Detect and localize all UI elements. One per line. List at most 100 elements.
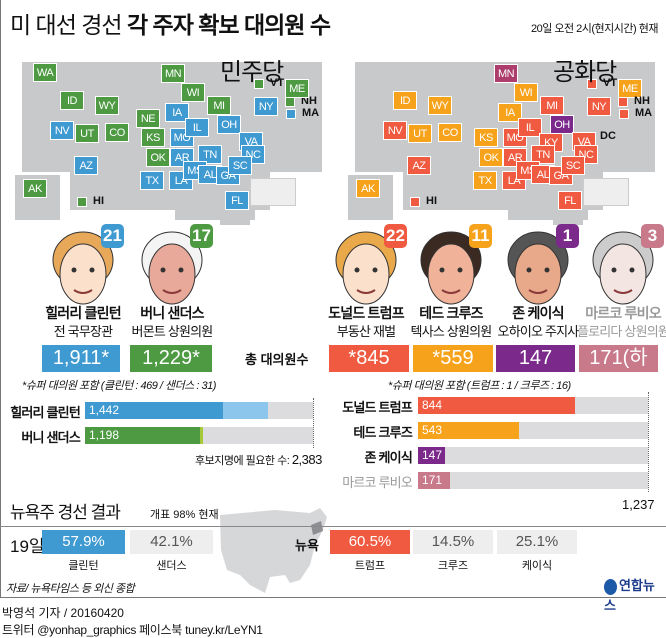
kasich-name: 존 케이식 [512, 305, 564, 321]
sanders-bar-label: 버니 샌더스 [21, 430, 80, 445]
divider [0, 526, 666, 527]
state-ny: NY [587, 97, 611, 116]
state-label: VT [270, 77, 285, 89]
us-map-ny-icon [220, 508, 327, 593]
ny-cruz-pct: 14.5% [413, 530, 493, 554]
democrat-label: 민주당 [220, 59, 284, 86]
clinton-total-delegates: 1,911* [42, 345, 120, 372]
trump-bar: 844 [418, 397, 648, 414]
state-vt [587, 79, 597, 89]
rubio-role: 플로리다 상원의원 [576, 324, 666, 339]
trump-bar-value: 844 [422, 398, 443, 412]
rubio-bar-value: 171 [422, 473, 443, 487]
ny-cruz-label: 크루즈 [437, 560, 469, 572]
state-ak: AK [23, 179, 47, 198]
state-fl: FL [225, 191, 249, 210]
state-nh [618, 97, 628, 107]
clinton-bar: 1,442 [85, 402, 313, 419]
trump-portrait [335, 231, 397, 305]
sanders-bar: 1,198 [85, 427, 313, 444]
state-az: AZ [74, 156, 98, 175]
state-az: AZ [407, 156, 431, 175]
state-ok: OK [146, 148, 170, 167]
infographic-frame [0, 0, 666, 598]
state-label: NH [634, 95, 650, 107]
state-tn: TN [531, 145, 555, 164]
state-ok: OK [479, 148, 503, 167]
state-ut: UT [408, 124, 432, 143]
state-oh: OH [217, 115, 241, 134]
state-mn: MN [161, 64, 185, 83]
yonhap-logo: 연합뉴스 [604, 578, 655, 613]
cruz-bar: 543 [418, 422, 648, 439]
clinton-wins-badge: 21 [101, 224, 124, 248]
state-nv: NV [50, 121, 74, 140]
state-ia: IA [165, 103, 189, 122]
state-mi: MI [207, 96, 231, 115]
total-delegates-label: 총 대의원수 [245, 352, 309, 367]
state-me: ME [618, 79, 642, 98]
needed-delegates-democrat: 후보지명에 필요한 수: 2,383 [195, 452, 322, 467]
state-hi [410, 197, 420, 207]
state-ma [286, 109, 296, 119]
trump-fill [418, 397, 575, 414]
kasich-bar: 147 [418, 447, 648, 464]
needed-line-republican [648, 392, 649, 492]
state-co: CO [105, 123, 129, 142]
cruz-role: 텍사스 상원의원 [410, 324, 493, 339]
state-co: CO [438, 123, 462, 142]
cruz-portrait [420, 231, 482, 305]
republican-label: 공화당 [553, 59, 617, 86]
state-ut: UT [75, 124, 99, 143]
sanders-portrait [141, 231, 203, 305]
cruz-wins-badge: 11 [469, 224, 492, 248]
cruz-name: 테드 크루즈 [419, 305, 483, 321]
rubio-name: 마르코 루비오 [585, 305, 661, 321]
state-wy: WY [95, 96, 119, 115]
kasich-bar-value: 147 [422, 448, 443, 462]
state-id: ID [393, 91, 417, 110]
ny-sanders-label: 샌더스 [156, 560, 187, 572]
cruz-total-delegates: *559 [413, 345, 493, 372]
state-label: MA [302, 107, 320, 119]
kasich-role: 오하이오 주지사 [497, 324, 580, 339]
state-label: VT [603, 77, 618, 89]
state-ma [619, 109, 629, 119]
kasich-portrait [507, 231, 569, 305]
trump-role: 부동산 재벌 [336, 324, 396, 339]
needed-delegates-republican: 1,237 [622, 497, 655, 512]
cruz-bar-value: 543 [422, 423, 443, 437]
sanders-bar-value: 1,198 [89, 428, 120, 442]
state-ks: KS [141, 128, 165, 147]
ny-clinton-pct: 57.9% [42, 530, 125, 554]
yonhap-logo-icon [604, 578, 617, 595]
social-links: 트위터 @yonhap_graphics 페이스북 tuney.kr/LeYN1 [2, 623, 263, 637]
republican-super-note: *슈퍼 대의원 포함 (트럼프 : 1 / 크루즈 : 16) [388, 380, 571, 392]
state-ne: NE [136, 109, 160, 128]
state-wy: WY [428, 96, 452, 115]
ny-count-status: 개표 98% 현재 [150, 509, 219, 521]
republican-map: ID WY UT CO KS OK TX IA WI AK ME MN DC OH NV AZ MO IL MI NY… [333, 40, 666, 225]
trump-wins-badge: 22 [384, 224, 407, 248]
democrat-super-note: *슈퍼 대의원 포함 (클린턴 : 469 / 샌더스 : 31) [22, 380, 216, 392]
ny-results-title: 뉴욕주 경선 결과 [10, 503, 121, 522]
clinton-bar-label: 힐러리 클린턴 [10, 405, 81, 420]
state-wa: WA [33, 63, 57, 82]
cruz-bar-label: 테드 크루즈 [353, 425, 412, 440]
state-ak: AK [356, 179, 380, 198]
trump-name: 도널드 트럼프 [328, 305, 404, 321]
state-label: MA [635, 107, 653, 119]
rubio-wins-badge: 3 [641, 224, 664, 248]
clinton-portrait [52, 231, 114, 305]
ny-kasich-label: 케이식 [521, 560, 553, 572]
state-sc: SC [228, 156, 252, 175]
source-note: 자료/ 뉴욕타임스 등 외신 종합 [6, 583, 135, 595]
byline: 박영석 기자 / 20160420 [2, 606, 124, 620]
state-ks: KS [474, 128, 498, 147]
state-tx: TX [140, 171, 164, 190]
clinton-pledged-fill [85, 402, 223, 419]
trump-bar-label: 도널드 트럼프 [342, 400, 413, 415]
state-nv: NV [383, 121, 407, 140]
state-hi [77, 197, 87, 207]
rubio-fill [418, 472, 450, 489]
